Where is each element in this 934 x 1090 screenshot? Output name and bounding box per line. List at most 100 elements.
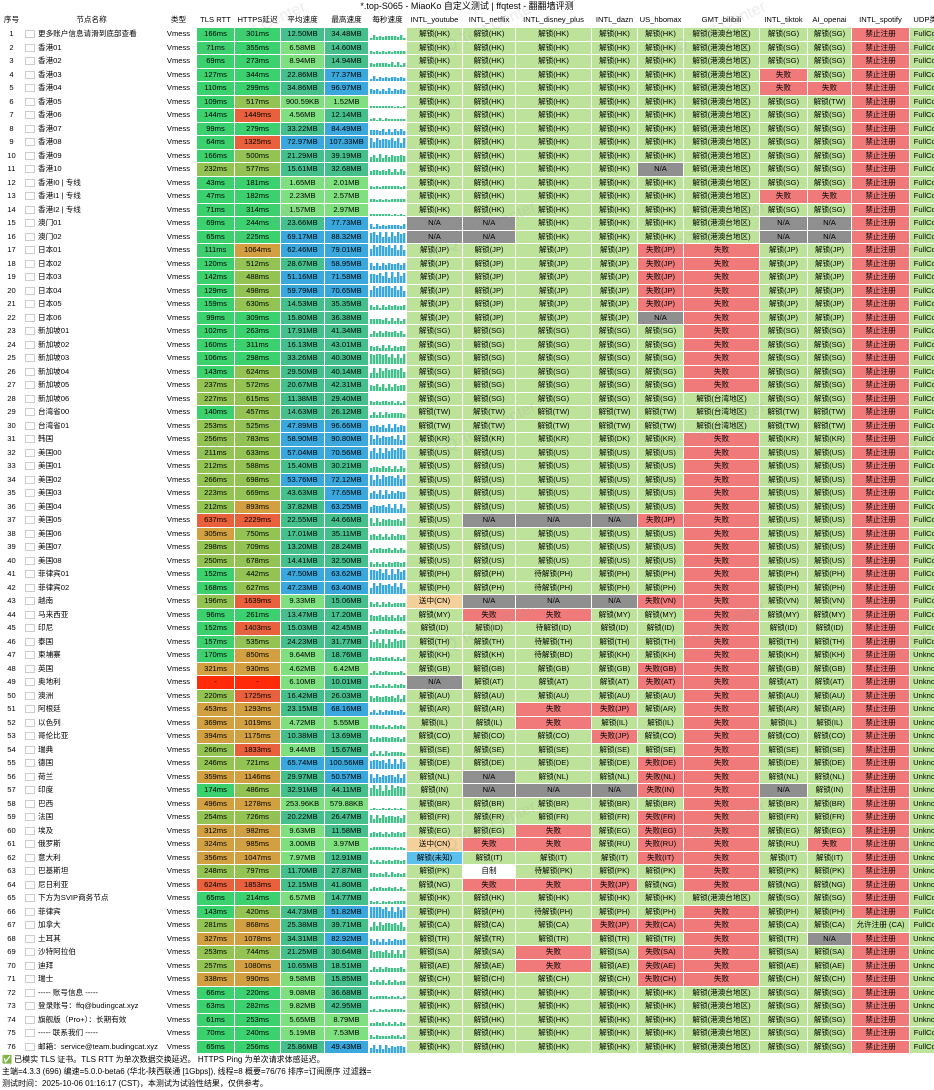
column-header[interactable]: INTL_disney_plus [516, 13, 592, 28]
column-header[interactable]: INTL_tiktok [760, 13, 808, 28]
column-header[interactable]: TLS RTT [197, 13, 235, 28]
column-header[interactable]: INTL_netflix [463, 13, 516, 28]
spotify-status: 禁止注册 [852, 676, 910, 690]
column-header[interactable]: 最高速度 [325, 13, 369, 28]
speed-sample-bar [379, 286, 381, 297]
column-header[interactable]: INTL_youtube [407, 13, 463, 28]
column-header[interactable]: INTL_dazn [592, 13, 638, 28]
udp-type: Unknown [910, 865, 934, 879]
node-name: 日本01 [23, 244, 161, 258]
column-header[interactable]: HTTPS延迟 [235, 13, 281, 28]
column-header[interactable]: 节点名称 [23, 13, 161, 28]
column-header[interactable]: AI_openai [808, 13, 852, 28]
column-header[interactable]: 每秒速度 [369, 13, 407, 28]
column-header[interactable]: 序号 [1, 13, 23, 28]
column-header[interactable]: INTL_spotify [852, 13, 910, 28]
speed-sample-bar [394, 684, 396, 688]
column-header[interactable]: GMT_bilibili [684, 13, 760, 28]
column-header[interactable]: 类型 [161, 13, 197, 28]
column-header[interactable]: US_hbomax [638, 13, 684, 28]
speed-sample-bar [397, 562, 399, 567]
column-header[interactable]: UDP类型 [910, 13, 934, 28]
column-header[interactable]: 平均速度 [281, 13, 325, 28]
